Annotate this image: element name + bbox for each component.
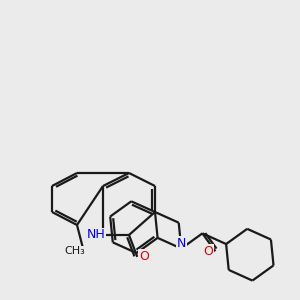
- Text: O: O: [140, 250, 149, 263]
- Text: NH: NH: [87, 229, 105, 242]
- Text: N: N: [177, 237, 186, 250]
- Text: CH₃: CH₃: [64, 246, 85, 256]
- Text: O: O: [203, 245, 213, 258]
